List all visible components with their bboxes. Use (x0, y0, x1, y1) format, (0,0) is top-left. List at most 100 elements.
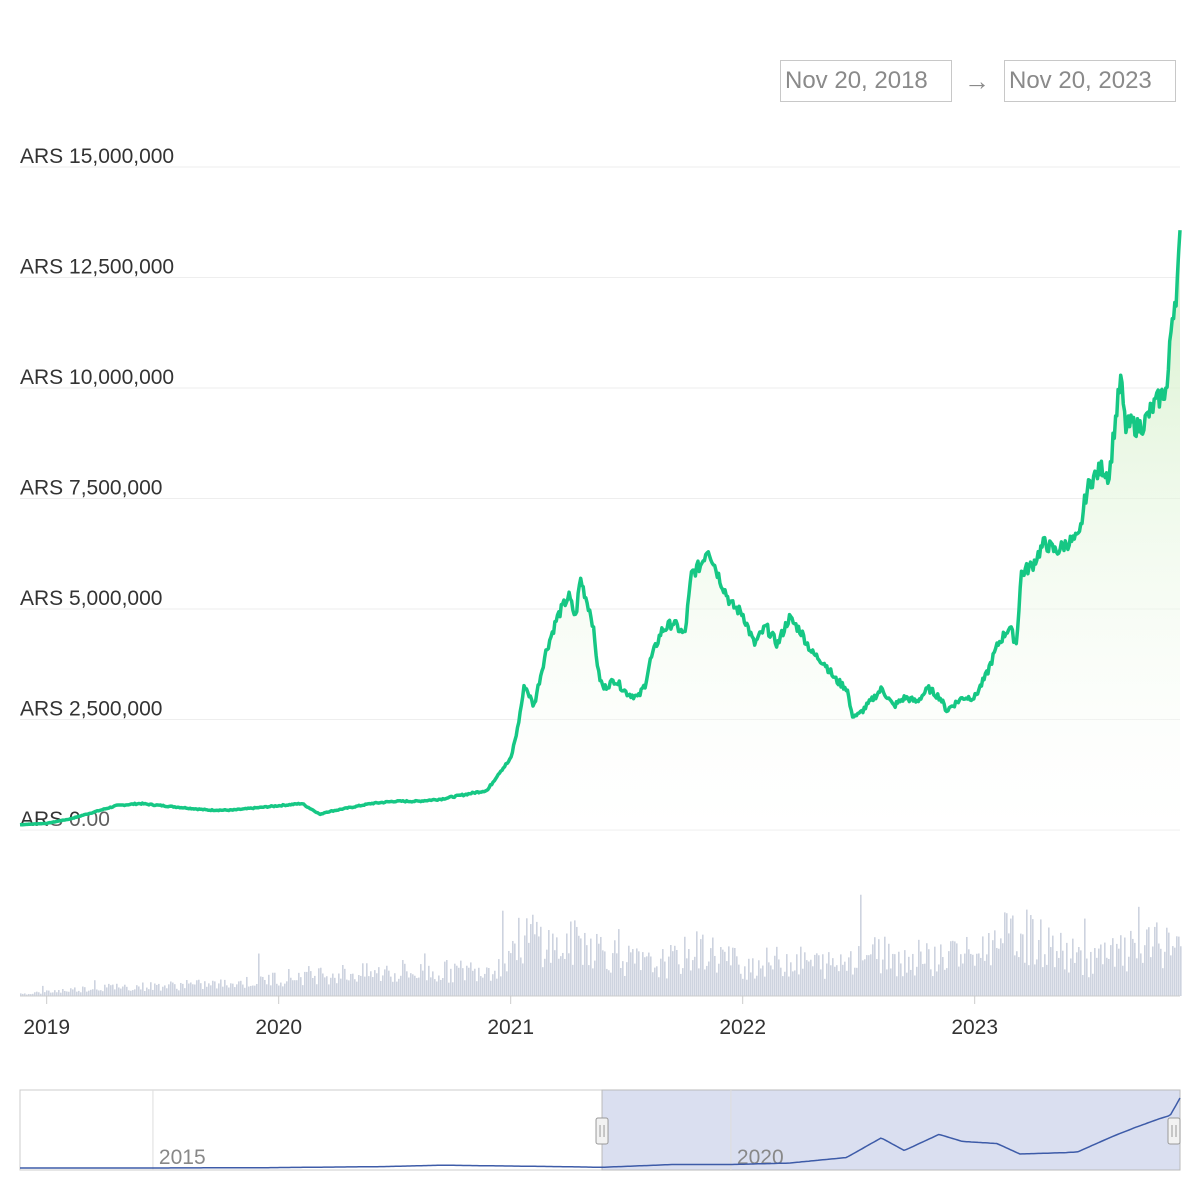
volume-bar (406, 971, 408, 996)
volume-bar (858, 946, 860, 996)
end-date-input[interactable]: Nov 20, 2023 (1004, 60, 1176, 102)
volume-bar (750, 972, 752, 996)
volume-bar (484, 973, 486, 996)
navigator-selection[interactable] (601, 1089, 1181, 1171)
volume-bar (918, 939, 920, 996)
volume-bar (222, 986, 224, 996)
volume-bar (770, 965, 772, 996)
volume-bar (248, 986, 250, 996)
volume-bar (214, 981, 216, 996)
volume-bar (310, 971, 312, 996)
volume-bar (392, 981, 394, 996)
volume-bar (970, 953, 972, 996)
volume-bar (268, 974, 270, 996)
volume-bar (238, 981, 240, 996)
volume-bar (94, 980, 96, 996)
volume-bar (302, 985, 304, 996)
volume-bar (642, 952, 644, 996)
volume-bar (494, 970, 496, 996)
handle-grip[interactable] (595, 1117, 609, 1145)
volume-bar (420, 964, 422, 996)
volume-bar (956, 943, 958, 996)
volume-bar (530, 924, 532, 996)
volume-bar (478, 967, 480, 996)
volume-bar (848, 957, 850, 996)
volume-bar (544, 958, 546, 996)
volume-bar (876, 959, 878, 996)
volume-bar (456, 965, 458, 996)
volume-bar (666, 978, 668, 996)
volume-bar (1038, 939, 1040, 996)
volume-bar (724, 951, 726, 996)
volume-bar (924, 963, 926, 996)
volume-bar (648, 952, 650, 996)
volume-bar (730, 965, 732, 996)
volume-bar (286, 981, 288, 996)
volume-bar (470, 962, 472, 996)
volume-bar (130, 990, 132, 996)
volume-bar (422, 970, 424, 996)
volume-bar (1180, 946, 1182, 996)
volume-bar (96, 989, 98, 996)
volume-bar (438, 975, 440, 996)
volume-bar (434, 979, 436, 996)
volume-bar (1000, 938, 1002, 996)
volume-bar (1144, 945, 1146, 996)
volume-bar (776, 946, 778, 996)
volume-bar (820, 969, 822, 996)
volume-bar (536, 921, 538, 996)
volume-bar (294, 980, 296, 996)
volume-bar (1128, 956, 1130, 996)
volume-bar (602, 950, 604, 996)
volume-bar (32, 993, 34, 996)
y-tick-label: ARS 10,000,000 (20, 366, 174, 389)
volume-bar (446, 960, 448, 996)
volume-bar (266, 984, 268, 996)
volume-bar (1052, 935, 1054, 996)
start-date-input[interactable]: Nov 20, 2018 (780, 60, 952, 102)
volume-bar (224, 979, 226, 996)
navigator-right-handle[interactable] (1167, 1117, 1181, 1145)
x-tick-label: 2020 (255, 1016, 302, 1039)
volume-bar (1168, 932, 1170, 996)
volume-bar (28, 993, 30, 996)
volume-bar (1158, 943, 1160, 996)
volume-bar (1008, 933, 1010, 996)
volume-bar (1112, 938, 1114, 996)
volume-bar (930, 969, 932, 996)
volume-bar (252, 985, 254, 996)
volume-bar (1140, 953, 1142, 996)
navigator-left-handle[interactable] (595, 1117, 609, 1145)
volume-bar (150, 982, 152, 996)
volume-bar (148, 989, 150, 996)
volume-bar (852, 974, 854, 996)
volume-bar (312, 977, 314, 996)
price-line[interactable] (19, 230, 1182, 827)
volume-bar (418, 977, 420, 996)
volume-bar (332, 973, 334, 996)
navigator[interactable]: 2015 2020 (19, 1089, 1181, 1171)
volume-bar (516, 960, 518, 996)
volume-bar (162, 986, 164, 996)
volume-bar (86, 991, 88, 996)
volume-bar (1042, 967, 1044, 996)
handle-grip[interactable] (1167, 1117, 1181, 1145)
volume-bar (1172, 946, 1174, 996)
volume-bar (626, 962, 628, 996)
volume-bar (112, 984, 114, 996)
volume-bar (36, 991, 38, 996)
volume-bar (50, 992, 52, 996)
volume-bar (1076, 952, 1078, 996)
volume-bar (652, 972, 654, 996)
volume-bar (932, 976, 934, 996)
volume-bar (92, 989, 94, 996)
volume-bar (840, 954, 842, 996)
volume-bar (404, 963, 406, 996)
volume-bar (364, 976, 366, 996)
volume-bar (994, 930, 996, 996)
volume-bar (100, 990, 102, 996)
volume-bar (824, 978, 826, 996)
volume-bar (886, 969, 888, 996)
volume-bar (828, 952, 830, 996)
